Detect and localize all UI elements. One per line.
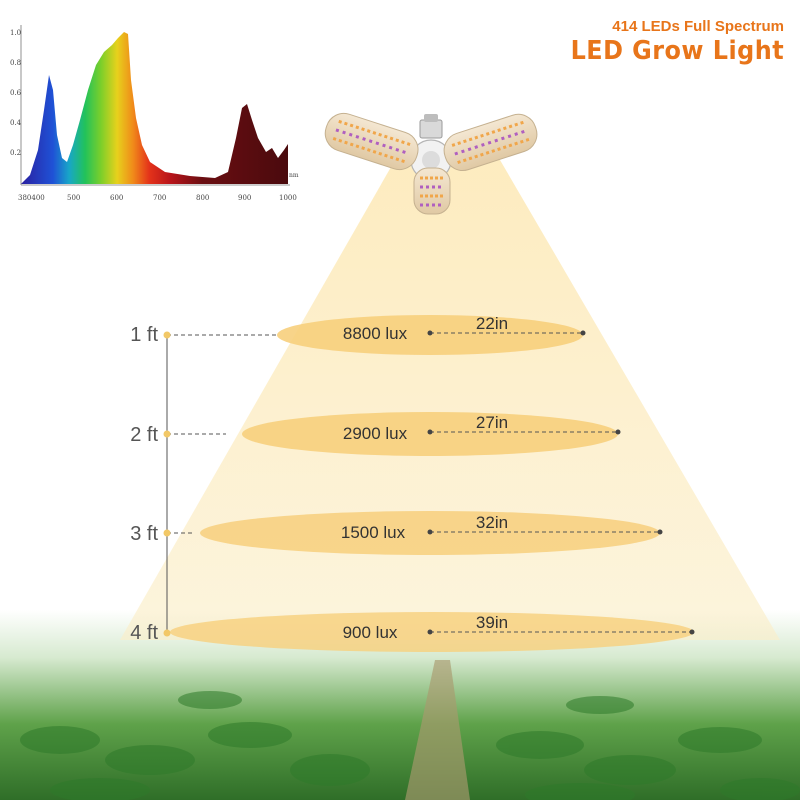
lux-label-4: 900 lux (343, 623, 398, 642)
y-tick-2: 0.8 (10, 59, 21, 67)
subtitle: 414 LEDs Full Spectrum (612, 18, 784, 35)
lux-label-1: 8800 lux (343, 324, 408, 343)
width-label-1: 22in (476, 314, 508, 333)
level-4: 4 ft 900 lux 39in (130, 612, 695, 652)
width-label-3: 32in (476, 513, 508, 532)
height-label-2: 2 ft (130, 424, 158, 446)
x-tick-7: 1000 (279, 194, 297, 202)
spectrum-curve (21, 32, 288, 184)
product-title: LED Grow Light (570, 36, 784, 66)
x-unit: nm (289, 172, 299, 179)
height-label-3: 3 ft (130, 523, 158, 545)
lux-label-3: 1500 lux (341, 523, 406, 542)
x-tick-4: 700 (153, 194, 166, 202)
x-tick-3: 600 (110, 194, 123, 202)
level-2: 2 ft 2900 lux 27in (130, 412, 621, 456)
spectrum-chart: 1.0 0.8 0.6 0.4 0.2 380400 500 600 700 8… (10, 25, 299, 202)
level-3: 3 ft 1500 lux 32in (130, 511, 663, 555)
x-tick-6: 900 (238, 194, 251, 202)
y-tick-5: 0.2 (10, 149, 21, 157)
width-label-2: 27in (476, 413, 508, 432)
width-label-4: 39in (476, 613, 508, 632)
y-tick-1: 1.0 (10, 29, 21, 37)
light-beam (120, 160, 780, 640)
lux-label-2: 2900 lux (343, 424, 408, 443)
height-label-1: 1 ft (130, 324, 158, 346)
y-tick-3: 0.6 (10, 89, 22, 97)
level-1: 1 ft 8800 lux 22in (130, 314, 586, 355)
y-tick-4: 0.4 (10, 119, 22, 127)
x-tick-1: 380400 (18, 194, 45, 202)
x-tick-2: 500 (67, 194, 80, 202)
x-tick-5: 800 (196, 194, 209, 202)
height-label-4: 4 ft (130, 622, 158, 644)
grow-lamp (324, 112, 538, 215)
